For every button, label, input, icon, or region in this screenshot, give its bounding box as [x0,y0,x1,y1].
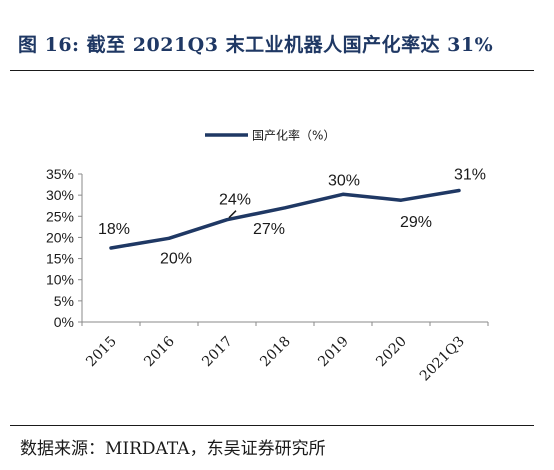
x-tick-label: 2016 [141,333,178,370]
figure-title: 图 16: 截至 2021Q3 末工业机器人国产化率达 31% [18,34,494,56]
data-point [109,246,113,250]
y-tick-label: 35% [46,166,74,182]
y-tick-label: 5% [54,293,74,309]
data-point [167,236,171,240]
y-tick-label: 10% [46,272,74,288]
x-tick-label: 2020 [373,334,410,371]
y-tick-label: 20% [46,229,74,245]
data-point [457,188,461,192]
data-point [341,192,345,196]
legend-label: 国产化率（%） [252,128,335,143]
y-tick-label: 25% [46,208,74,224]
chart-data-labels: 18% 20% 24%27% 30% 29% 31% [98,166,486,267]
y-tick-label: 0% [54,314,74,330]
data-label: 31% [454,166,486,183]
x-tick-label: 2017 [199,334,236,371]
data-label: 20% [160,250,192,267]
chart-series [109,188,461,250]
data-label: 24% [219,192,251,209]
chart-legend: 国产化率（%） [205,128,335,143]
data-label: 29% [400,214,432,231]
x-tick-label: 2015 [83,334,120,371]
top-divider [10,70,534,71]
bottom-divider [10,425,534,426]
data-label-leader [228,210,237,219]
x-tick-label: 2018 [257,334,294,371]
x-tick-label: 2021Q3 [417,334,468,385]
y-tick-label: 30% [46,187,74,203]
y-tick-label: 15% [46,251,74,267]
data-point [225,218,229,222]
chart-axes: 0% 5% 10% 15% 20% 25% 30% 35% 2015 2016 2017 2018 20… [46,166,489,385]
data-point [399,198,403,202]
data-label: 27% [253,221,285,238]
data-point [283,206,287,210]
x-tick-label: 2019 [315,334,352,371]
data-source-note: 数据来源：MIRDATA，东吴证券研究所 [20,439,326,459]
data-label: 18% [98,221,130,238]
data-label: 30% [328,172,360,189]
